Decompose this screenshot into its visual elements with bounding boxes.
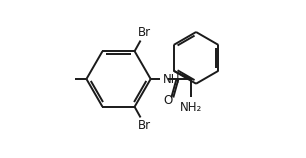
Text: O: O bbox=[163, 94, 173, 107]
Text: Br: Br bbox=[138, 26, 151, 39]
Text: Br: Br bbox=[138, 119, 151, 132]
Text: NH₂: NH₂ bbox=[180, 101, 202, 114]
Text: NH: NH bbox=[163, 73, 181, 85]
